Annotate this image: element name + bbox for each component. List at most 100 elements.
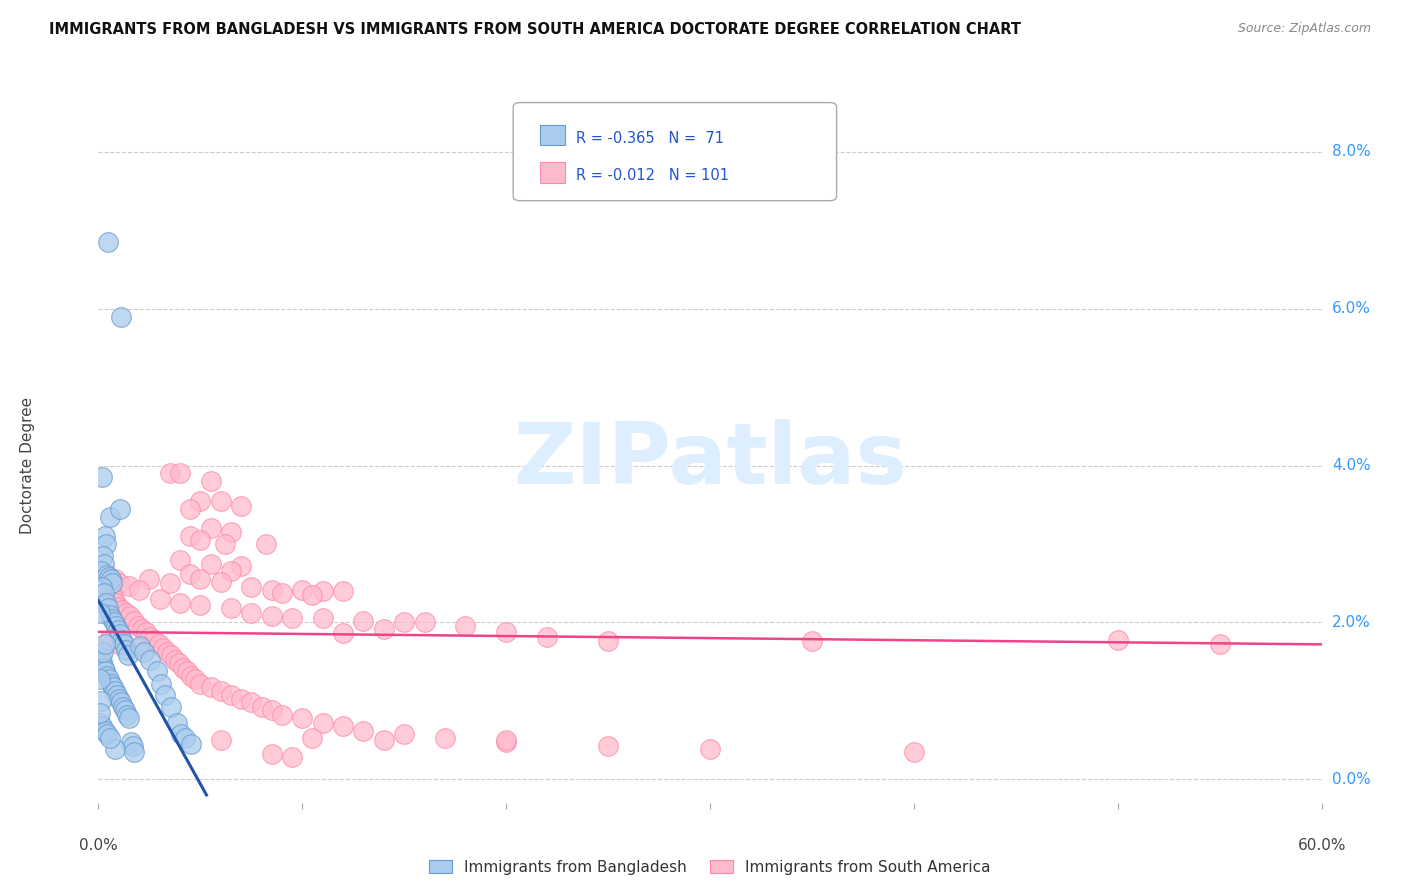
Point [111, 603, 134, 617]
Point [118, 609, 141, 624]
Point [104, 572, 127, 586]
Point [159, 576, 181, 591]
Point [903, 745, 925, 759]
Text: 2.0%: 2.0% [1331, 615, 1371, 630]
Text: 8.0%: 8.0% [1331, 145, 1371, 160]
Point [115, 643, 138, 657]
Point [332, 584, 354, 599]
Point [149, 676, 172, 690]
Point [219, 688, 242, 702]
Point [159, 467, 181, 481]
Point [332, 626, 354, 640]
Text: Doctorate Degree: Doctorate Degree [20, 397, 35, 534]
Point [91, 580, 114, 594]
Point [115, 606, 138, 620]
Point [254, 537, 277, 551]
Point [145, 664, 167, 678]
Point [91, 549, 114, 563]
Point [219, 601, 242, 615]
Point [219, 525, 242, 540]
Text: 6.0%: 6.0% [1331, 301, 1371, 317]
Legend: Immigrants from Bangladesh, Immigrants from South America: Immigrants from Bangladesh, Immigrants f… [423, 854, 997, 880]
Point [413, 615, 436, 630]
Point [188, 533, 212, 547]
Point [270, 585, 294, 599]
Point [93, 723, 115, 738]
Point [100, 611, 122, 625]
Point [180, 669, 202, 683]
Point [260, 609, 283, 624]
Point [301, 731, 323, 746]
Point [495, 734, 517, 748]
Point [240, 606, 263, 620]
Point [98, 584, 121, 599]
Point [159, 700, 181, 714]
Point [93, 529, 115, 543]
Point [112, 700, 135, 714]
Point [91, 655, 114, 669]
Point [180, 737, 202, 751]
Point [97, 601, 120, 615]
Text: IMMIGRANTS FROM BANGLADESH VS IMMIGRANTS FROM SOUTH AMERICA DOCTORATE DEGREE COR: IMMIGRANTS FROM BANGLADESH VS IMMIGRANTS… [49, 22, 1021, 37]
Point [94, 596, 117, 610]
Point [134, 645, 156, 659]
Point [392, 727, 416, 741]
Point [96, 568, 118, 582]
Point [373, 733, 395, 747]
Point [209, 684, 232, 698]
Point [108, 637, 131, 651]
Point [97, 632, 120, 647]
Point [97, 235, 120, 249]
Point [91, 470, 114, 484]
Point [93, 661, 115, 675]
Point [270, 708, 294, 723]
Point [231, 500, 253, 514]
Point [107, 624, 129, 638]
Point [108, 627, 131, 641]
Text: 0.0%: 0.0% [1331, 772, 1371, 787]
Point [172, 661, 194, 675]
Point [122, 745, 145, 759]
Point [301, 588, 323, 602]
Point [148, 637, 170, 651]
Point [536, 630, 558, 644]
Point [231, 559, 253, 574]
Point [352, 723, 374, 738]
Point [89, 672, 111, 686]
Point [209, 494, 232, 508]
Point [89, 606, 111, 620]
Point [104, 596, 127, 610]
Point [260, 747, 283, 761]
Point [200, 475, 222, 489]
Point [179, 529, 201, 543]
Point [159, 648, 181, 663]
Point [392, 615, 416, 630]
Point [103, 615, 125, 630]
Point [103, 591, 125, 606]
Point [312, 715, 335, 730]
Point [332, 719, 354, 733]
Text: R = -0.012   N = 101: R = -0.012 N = 101 [576, 169, 730, 183]
Point [90, 694, 112, 708]
Point [281, 750, 304, 764]
Point [104, 684, 127, 698]
Point [433, 731, 456, 746]
Point [188, 676, 212, 690]
Point [108, 692, 131, 706]
Point [96, 669, 118, 683]
Point [169, 467, 191, 481]
Point [107, 599, 129, 614]
Point [120, 734, 142, 748]
Point [209, 733, 232, 747]
Point [1107, 632, 1129, 647]
Point [209, 574, 232, 589]
Point [117, 708, 139, 723]
Point [200, 557, 222, 571]
Point [312, 584, 335, 599]
Point [98, 570, 121, 584]
Point [156, 645, 179, 659]
Point [100, 676, 122, 690]
Point [93, 585, 115, 599]
Point [1208, 637, 1232, 651]
Point [98, 509, 121, 524]
